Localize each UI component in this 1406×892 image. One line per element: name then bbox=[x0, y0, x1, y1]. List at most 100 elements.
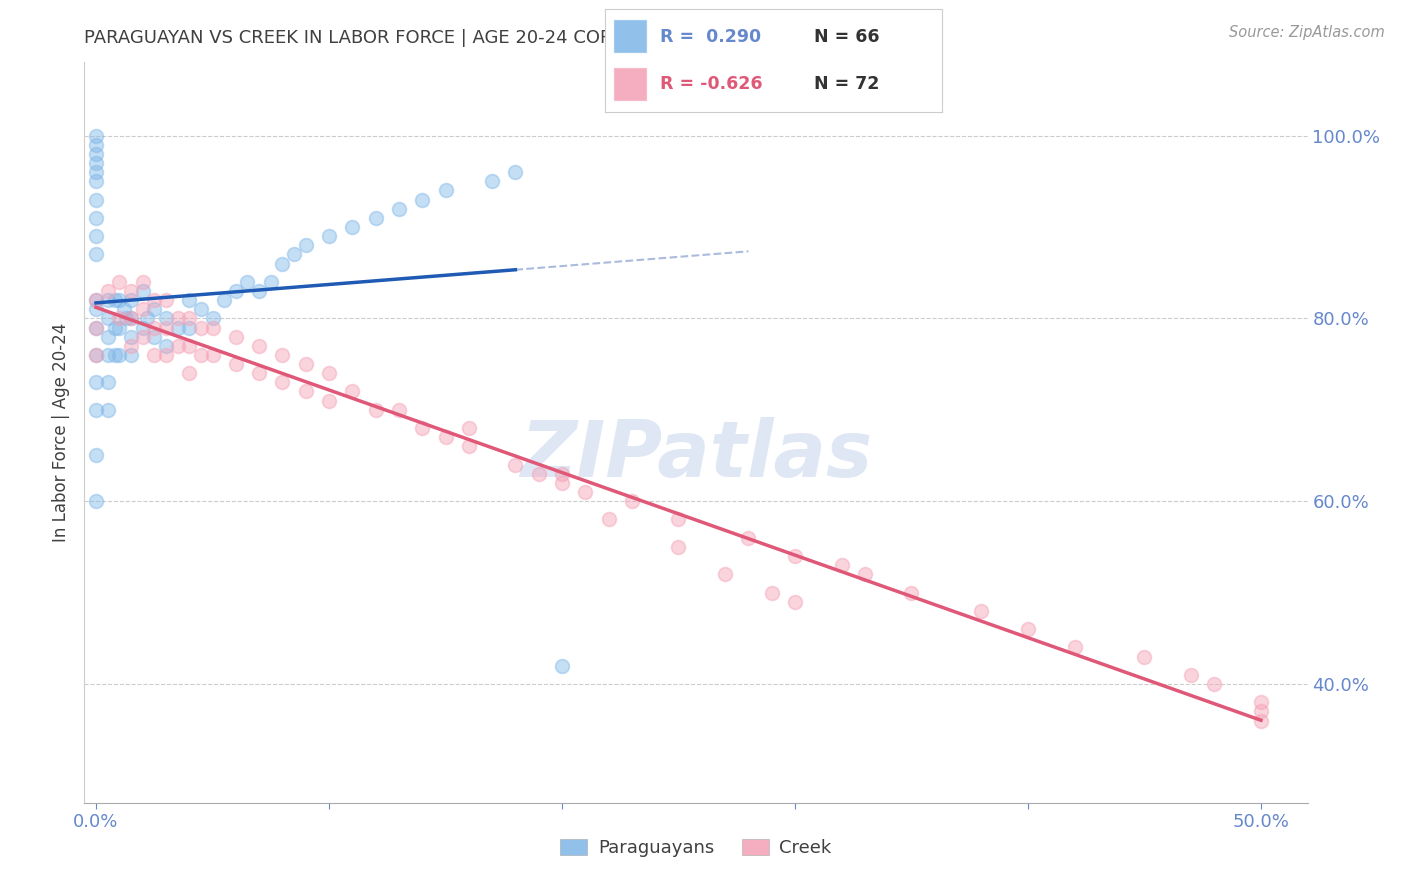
Point bbox=[108, 311, 131, 326]
Legend: Paraguayans, Creek: Paraguayans, Creek bbox=[553, 831, 839, 864]
Point bbox=[166, 320, 188, 334]
Point bbox=[574, 485, 596, 500]
Point bbox=[527, 467, 550, 481]
Point bbox=[84, 348, 107, 362]
Point bbox=[970, 604, 993, 618]
Point bbox=[1017, 622, 1039, 636]
Point bbox=[131, 329, 153, 343]
Point bbox=[761, 585, 783, 599]
Point bbox=[551, 475, 574, 490]
Point bbox=[97, 348, 120, 362]
Point bbox=[247, 284, 270, 298]
Point bbox=[108, 275, 131, 289]
Text: R = -0.626: R = -0.626 bbox=[661, 75, 763, 93]
Point bbox=[1063, 640, 1085, 655]
Point bbox=[505, 458, 527, 472]
Point bbox=[179, 339, 201, 353]
Point bbox=[104, 293, 127, 307]
Point bbox=[668, 512, 690, 526]
Point bbox=[120, 284, 142, 298]
Point bbox=[190, 302, 212, 317]
Point bbox=[318, 366, 340, 380]
Point bbox=[714, 567, 737, 582]
FancyBboxPatch shape bbox=[613, 68, 647, 101]
Point bbox=[283, 247, 305, 261]
Point bbox=[1250, 695, 1272, 709]
Point bbox=[97, 311, 120, 326]
Point bbox=[97, 402, 120, 417]
Point bbox=[388, 402, 411, 417]
Point bbox=[155, 339, 177, 353]
Point bbox=[84, 193, 107, 207]
Point bbox=[342, 219, 364, 234]
Point bbox=[143, 348, 166, 362]
Point bbox=[783, 595, 806, 609]
Point bbox=[84, 293, 107, 307]
Point bbox=[84, 348, 107, 362]
Point bbox=[1204, 677, 1226, 691]
Text: N = 72: N = 72 bbox=[814, 75, 879, 93]
Point bbox=[598, 512, 620, 526]
Point bbox=[457, 439, 479, 453]
Point bbox=[136, 311, 159, 326]
Point bbox=[84, 211, 107, 225]
Point bbox=[201, 348, 224, 362]
Point bbox=[84, 128, 107, 143]
Point bbox=[166, 311, 188, 326]
Point bbox=[84, 293, 107, 307]
Point bbox=[108, 348, 131, 362]
Point bbox=[271, 348, 294, 362]
Point bbox=[260, 275, 283, 289]
Point bbox=[179, 293, 201, 307]
Point bbox=[294, 384, 316, 399]
Point bbox=[294, 238, 316, 252]
Point bbox=[84, 320, 107, 334]
Point bbox=[84, 156, 107, 170]
Point bbox=[783, 549, 806, 563]
Point bbox=[201, 320, 224, 334]
Point bbox=[190, 348, 212, 362]
Point bbox=[84, 494, 107, 508]
Point bbox=[120, 348, 142, 362]
Point bbox=[84, 137, 107, 152]
Point bbox=[225, 329, 247, 343]
Point bbox=[155, 311, 177, 326]
Point bbox=[1180, 668, 1202, 682]
Point bbox=[84, 449, 107, 463]
Point bbox=[620, 494, 643, 508]
Point bbox=[104, 320, 127, 334]
Text: PARAGUAYAN VS CREEK IN LABOR FORCE | AGE 20-24 CORRELATION CHART: PARAGUAYAN VS CREEK IN LABOR FORCE | AGE… bbox=[84, 29, 769, 47]
Point bbox=[853, 567, 876, 582]
Point bbox=[668, 540, 690, 554]
Point bbox=[155, 348, 177, 362]
Point bbox=[294, 357, 316, 371]
Point bbox=[84, 229, 107, 244]
Point bbox=[236, 275, 259, 289]
Point bbox=[1250, 705, 1272, 719]
Point bbox=[434, 183, 457, 197]
Point bbox=[225, 284, 247, 298]
Point bbox=[97, 376, 120, 390]
Point bbox=[179, 311, 201, 326]
Point bbox=[143, 302, 166, 317]
Point bbox=[108, 293, 131, 307]
Point bbox=[97, 284, 120, 298]
Point bbox=[143, 293, 166, 307]
Text: N = 66: N = 66 bbox=[814, 28, 879, 45]
Point bbox=[179, 320, 201, 334]
Point bbox=[551, 658, 574, 673]
Point bbox=[388, 202, 411, 216]
Point bbox=[271, 376, 294, 390]
Point bbox=[551, 467, 574, 481]
Point bbox=[271, 256, 294, 270]
Point bbox=[318, 229, 340, 244]
Point bbox=[108, 320, 131, 334]
Point bbox=[364, 402, 387, 417]
Point bbox=[120, 339, 142, 353]
Point bbox=[364, 211, 387, 225]
Point bbox=[120, 311, 142, 326]
FancyBboxPatch shape bbox=[613, 19, 647, 53]
Point bbox=[247, 366, 270, 380]
Point bbox=[457, 421, 479, 435]
Point bbox=[318, 393, 340, 408]
